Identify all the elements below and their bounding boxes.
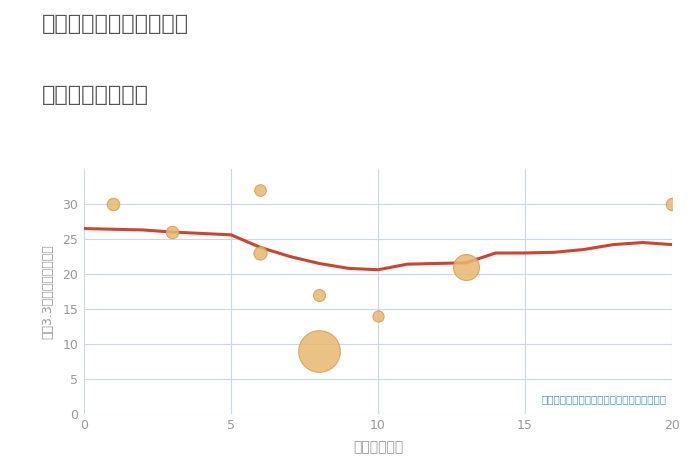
Text: 愛知県常滑市鯉江本町の: 愛知県常滑市鯉江本町の xyxy=(42,14,189,34)
Text: 駅距離別土地価格: 駅距離別土地価格 xyxy=(42,85,149,105)
Point xyxy=(255,249,266,257)
Point xyxy=(255,187,266,194)
Y-axis label: 坪（3.3㎡）単価（万円）: 坪（3.3㎡）単価（万円） xyxy=(41,244,54,339)
Point xyxy=(372,312,384,320)
Point xyxy=(314,347,325,354)
X-axis label: 駅距離（分）: 駅距離（分） xyxy=(353,440,403,454)
Text: 円の大きさは、取引のあった物件面積を示す: 円の大きさは、取引のあった物件面積を示す xyxy=(541,394,666,404)
Point xyxy=(167,228,178,236)
Point xyxy=(314,291,325,298)
Point xyxy=(108,200,119,208)
Point xyxy=(666,200,678,208)
Point xyxy=(461,263,472,271)
